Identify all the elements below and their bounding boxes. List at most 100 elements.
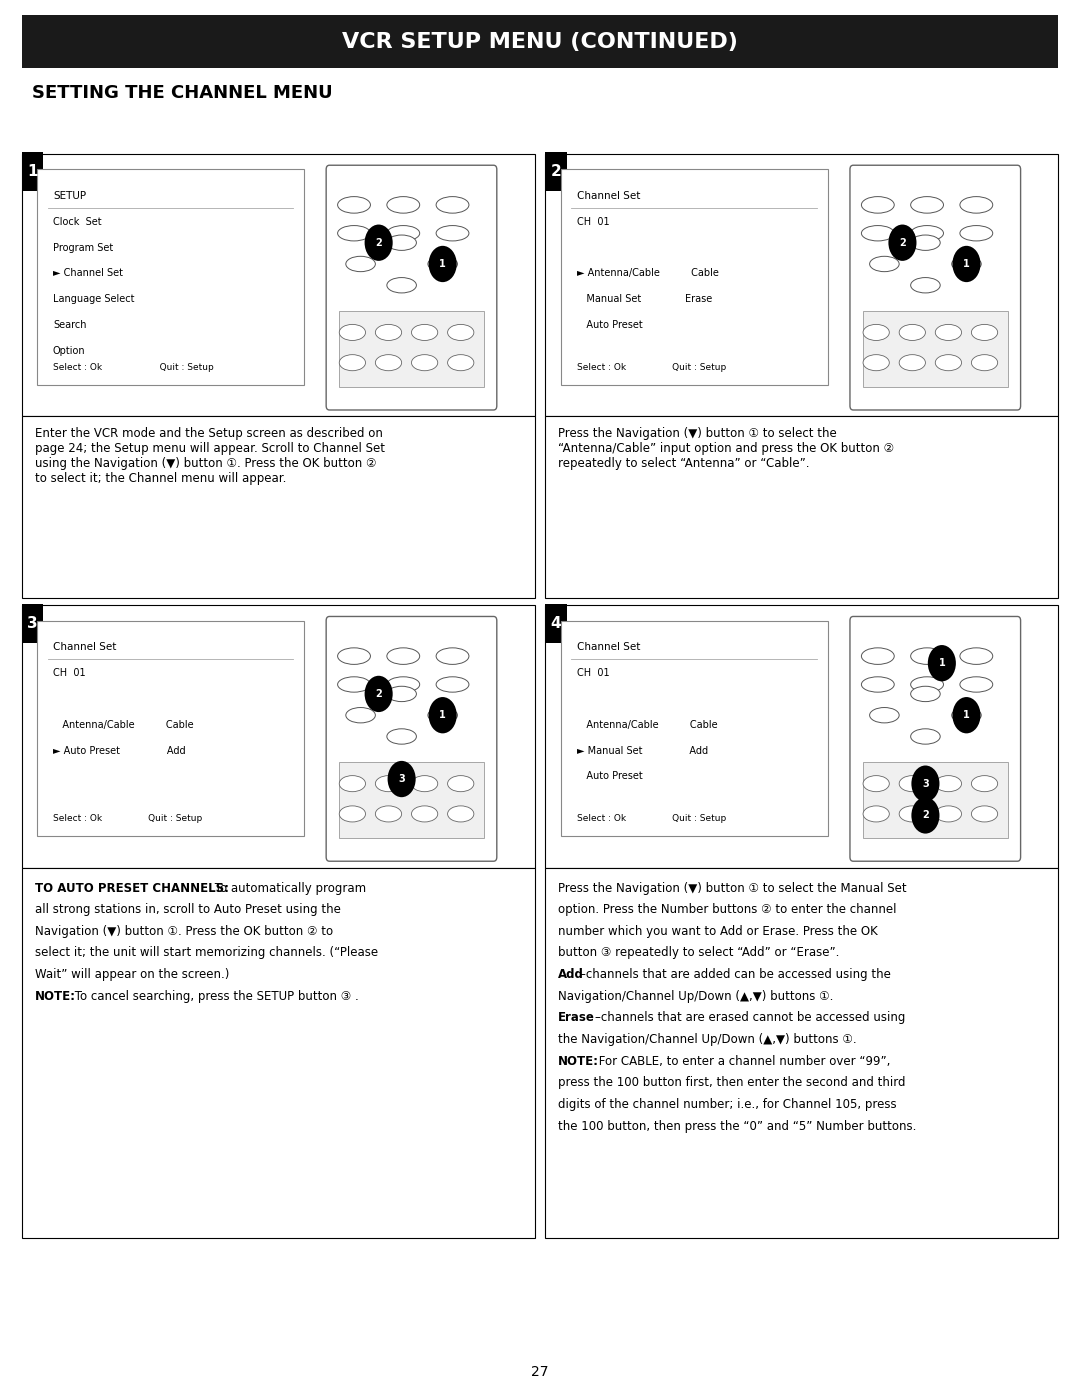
Ellipse shape bbox=[960, 676, 993, 692]
Ellipse shape bbox=[338, 676, 370, 692]
Ellipse shape bbox=[869, 707, 900, 722]
Ellipse shape bbox=[910, 686, 941, 701]
Ellipse shape bbox=[935, 324, 961, 341]
Text: To cancel searching, press the SETUP button ③ .: To cancel searching, press the SETUP but… bbox=[71, 990, 359, 1003]
Circle shape bbox=[953, 697, 981, 733]
Ellipse shape bbox=[387, 648, 420, 665]
Circle shape bbox=[889, 225, 917, 261]
Text: Antenna/Cable          Cable: Antenna/Cable Cable bbox=[53, 719, 193, 729]
Ellipse shape bbox=[910, 648, 944, 665]
Circle shape bbox=[912, 766, 940, 802]
Ellipse shape bbox=[447, 355, 474, 370]
Ellipse shape bbox=[960, 197, 993, 214]
Text: SETUP: SETUP bbox=[53, 191, 86, 201]
Text: Search: Search bbox=[53, 320, 86, 330]
FancyBboxPatch shape bbox=[850, 616, 1021, 861]
Ellipse shape bbox=[862, 648, 894, 665]
Text: 1: 1 bbox=[939, 658, 945, 668]
Text: 2: 2 bbox=[899, 237, 906, 247]
Bar bbox=[22, 15, 1058, 68]
Ellipse shape bbox=[910, 729, 941, 745]
Text: Channel Set: Channel Set bbox=[577, 191, 640, 201]
Ellipse shape bbox=[436, 225, 469, 240]
Circle shape bbox=[912, 798, 940, 834]
Bar bbox=[561, 169, 827, 384]
Text: Press the Navigation (▼) button ① to select the
“Antenna/Cable” input option and: Press the Navigation (▼) button ① to sel… bbox=[558, 427, 894, 471]
Ellipse shape bbox=[900, 355, 926, 370]
Ellipse shape bbox=[387, 235, 417, 250]
Ellipse shape bbox=[411, 324, 437, 341]
Text: 2: 2 bbox=[922, 810, 929, 820]
Ellipse shape bbox=[935, 355, 961, 370]
Text: 2: 2 bbox=[551, 165, 562, 179]
Ellipse shape bbox=[436, 648, 469, 665]
Text: 1: 1 bbox=[963, 710, 970, 721]
Text: NOTE:: NOTE: bbox=[558, 1055, 599, 1067]
Text: ► Auto Preset               Add: ► Auto Preset Add bbox=[53, 746, 186, 756]
Text: 2: 2 bbox=[375, 237, 382, 247]
Bar bbox=[545, 604, 567, 643]
Circle shape bbox=[365, 225, 393, 261]
Text: 1: 1 bbox=[27, 165, 38, 179]
Circle shape bbox=[953, 246, 981, 282]
Text: number which you want to Add or Erase. Press the OK: number which you want to Add or Erase. P… bbox=[558, 925, 878, 937]
Text: Select : Ok                Quit : Setup: Select : Ok Quit : Setup bbox=[577, 363, 726, 372]
Bar bbox=[22, 868, 535, 1238]
Circle shape bbox=[429, 246, 457, 282]
Ellipse shape bbox=[376, 355, 402, 370]
Circle shape bbox=[928, 645, 956, 682]
FancyBboxPatch shape bbox=[326, 165, 497, 409]
Ellipse shape bbox=[447, 324, 474, 341]
Bar bbox=[22, 152, 43, 191]
Bar bbox=[22, 605, 535, 868]
Ellipse shape bbox=[862, 197, 894, 214]
Text: –channels that are added can be accessed using the: –channels that are added can be accessed… bbox=[580, 968, 891, 981]
Ellipse shape bbox=[428, 707, 458, 722]
Ellipse shape bbox=[387, 686, 417, 701]
Ellipse shape bbox=[346, 707, 376, 722]
Text: 4: 4 bbox=[551, 616, 562, 630]
Text: Select : Ok                Quit : Setup: Select : Ok Quit : Setup bbox=[53, 814, 202, 823]
Text: 1: 1 bbox=[963, 258, 970, 270]
Text: button ③ repeatedly to select “Add” or “Erase”.: button ③ repeatedly to select “Add” or “… bbox=[558, 947, 840, 960]
Ellipse shape bbox=[863, 355, 889, 370]
Bar bbox=[561, 620, 827, 835]
Ellipse shape bbox=[910, 278, 941, 293]
Circle shape bbox=[388, 761, 416, 798]
Text: option. Press the Number buttons ② to enter the channel: option. Press the Number buttons ② to en… bbox=[558, 904, 896, 916]
Text: ► Channel Set: ► Channel Set bbox=[53, 268, 123, 278]
Bar bbox=[22, 416, 535, 598]
Text: Antenna/Cable          Cable: Antenna/Cable Cable bbox=[577, 719, 717, 729]
Ellipse shape bbox=[960, 648, 993, 665]
Ellipse shape bbox=[339, 775, 365, 792]
Text: Navigation (▼) button ①. Press the OK button ② to: Navigation (▼) button ①. Press the OK bu… bbox=[35, 925, 333, 937]
Text: Press the Navigation (▼) button ① to select the Manual Set: Press the Navigation (▼) button ① to sel… bbox=[558, 882, 907, 894]
Bar bbox=[545, 416, 1058, 598]
Text: Option: Option bbox=[53, 346, 85, 356]
Ellipse shape bbox=[387, 729, 417, 745]
Text: CH  01: CH 01 bbox=[577, 217, 609, 226]
Ellipse shape bbox=[376, 806, 402, 821]
Ellipse shape bbox=[910, 197, 944, 214]
Ellipse shape bbox=[447, 775, 474, 792]
Ellipse shape bbox=[387, 225, 420, 240]
Text: Erase: Erase bbox=[558, 1011, 595, 1024]
Text: Select : Ok                Quit : Setup: Select : Ok Quit : Setup bbox=[577, 814, 726, 823]
Text: 1: 1 bbox=[440, 710, 446, 721]
Text: –channels that are erased cannot be accessed using: –channels that are erased cannot be acce… bbox=[595, 1011, 905, 1024]
Bar bbox=[37, 169, 303, 384]
Ellipse shape bbox=[971, 355, 998, 370]
Ellipse shape bbox=[436, 197, 469, 214]
Text: digits of the channel number; i.e., for Channel 105, press: digits of the channel number; i.e., for … bbox=[558, 1098, 897, 1111]
Bar bbox=[22, 604, 43, 643]
Text: 1: 1 bbox=[440, 258, 446, 270]
Text: all strong stations in, scroll to Auto Preset using the: all strong stations in, scroll to Auto P… bbox=[35, 904, 340, 916]
Text: ► Manual Set               Add: ► Manual Set Add bbox=[577, 746, 707, 756]
Text: TO AUTO PRESET CHANNELS:: TO AUTO PRESET CHANNELS: bbox=[35, 882, 229, 894]
Ellipse shape bbox=[346, 256, 376, 271]
Ellipse shape bbox=[960, 225, 993, 240]
Text: 3: 3 bbox=[399, 774, 405, 784]
Text: Navigation/Channel Up/Down (▲,▼) buttons ①.: Navigation/Channel Up/Down (▲,▼) buttons… bbox=[558, 990, 834, 1003]
Bar bbox=[863, 763, 1008, 838]
Text: Enter the VCR mode and the Setup screen as described on
page 24; the Setup menu : Enter the VCR mode and the Setup screen … bbox=[35, 427, 384, 486]
